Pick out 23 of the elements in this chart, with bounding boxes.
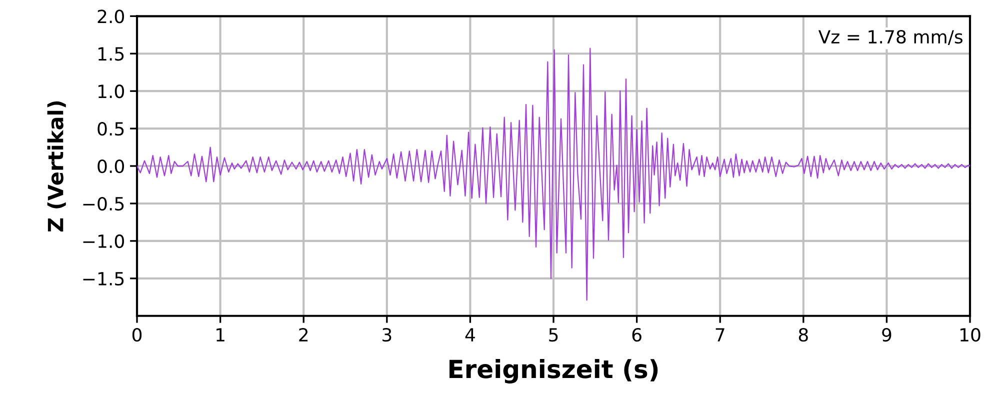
y-tick-label: −1.5 bbox=[83, 272, 124, 286]
annotation: Vz = 1.78 mm/s bbox=[818, 30, 962, 46]
x-tick-label: 8 bbox=[798, 328, 808, 342]
x-tick-label: 9 bbox=[882, 328, 892, 342]
y-tick-label: 2.0 bbox=[98, 10, 124, 24]
x-tick-label: 2 bbox=[299, 328, 308, 342]
line-series bbox=[137, 48, 970, 301]
x-axis-title: Ereigniszeit (s) bbox=[450, 359, 658, 384]
x-tick-label: 7 bbox=[716, 328, 724, 342]
x-tick-label: 5 bbox=[549, 328, 558, 342]
x-tick-label: 6 bbox=[632, 328, 642, 342]
x-tick-label: 4 bbox=[465, 328, 475, 342]
y-tick-label: −1.0 bbox=[83, 234, 124, 248]
y-tick-label: 0.0 bbox=[98, 159, 124, 174]
x-tick-label: 1 bbox=[216, 328, 224, 342]
x-tick-label: 10 bbox=[960, 328, 980, 342]
y-axis-title: Z (Vertikal) bbox=[47, 101, 66, 232]
x-tick-label: 3 bbox=[382, 328, 392, 342]
x-tick-label: 0 bbox=[132, 328, 142, 342]
y-tick-label: 1.5 bbox=[98, 47, 124, 61]
y-tick-label: 1.0 bbox=[98, 84, 124, 98]
y-tick-label: 0.5 bbox=[98, 122, 124, 136]
y-tick-label: −0.5 bbox=[83, 196, 124, 211]
